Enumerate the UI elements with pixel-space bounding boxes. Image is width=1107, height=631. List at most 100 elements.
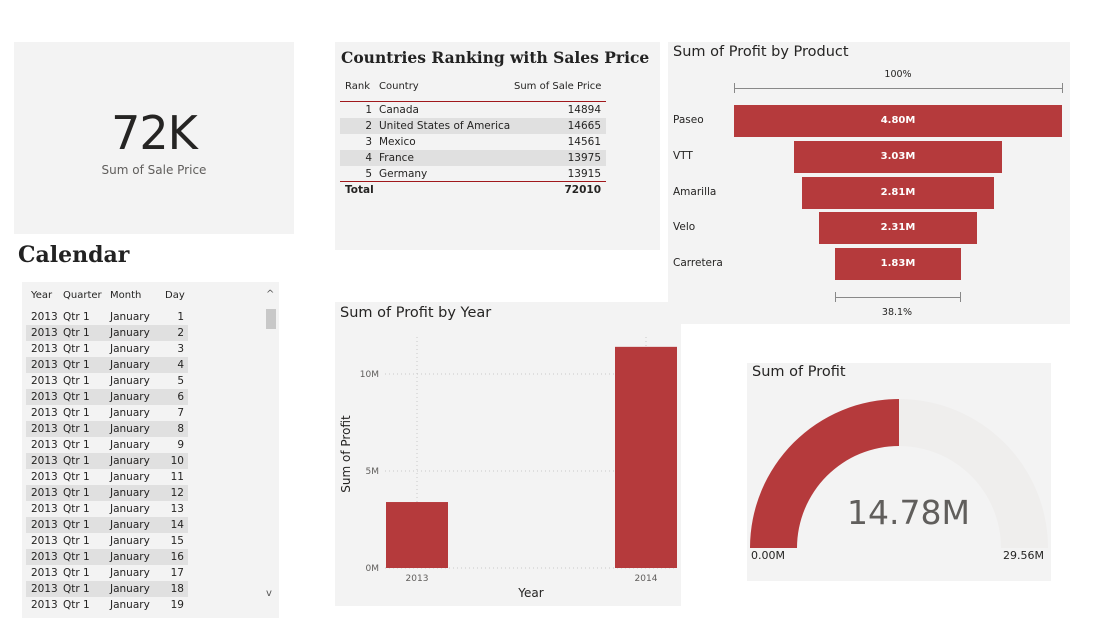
table-cell: Qtr 1 (63, 455, 90, 467)
table-row[interactable]: 2013 Qtr 1 January 18 (26, 581, 188, 597)
table-row[interactable]: 2013 Qtr 1 January 12 (26, 485, 188, 501)
funnel-bottom-bracket (835, 292, 961, 302)
table-cell: January (110, 327, 150, 339)
table-row[interactable]: 2013 Qtr 1 January 11 (26, 469, 188, 485)
table-row[interactable]: 2013 Qtr 1 January 3 (26, 341, 188, 357)
table-row[interactable]: 2013 Qtr 1 January 4 (26, 357, 188, 373)
funnel-category-label: Amarilla (673, 185, 717, 198)
table-row[interactable]: 5 Germany 13915 (340, 166, 606, 182)
table-cell: Qtr 1 (63, 311, 90, 323)
year-chart-plot: 0M 5M 10M 2013 2014 Year Sum of Profit (339, 337, 677, 600)
table-cell: 2013 (31, 439, 58, 451)
table-cell: Qtr 1 (63, 487, 90, 499)
table-cell: January (110, 519, 150, 531)
table-row[interactable]: 2013 Qtr 1 January 15 (26, 533, 188, 549)
table-cell: 12 (170, 487, 184, 499)
table-cell: 2013 (31, 535, 58, 547)
table-cell: Mexico (379, 136, 416, 148)
y-axis-label: Sum of Profit (339, 415, 353, 493)
table-cell: January (110, 487, 150, 499)
table-cell: 13975 (567, 152, 601, 164)
table-row[interactable]: 2013 Qtr 1 January 10 (26, 453, 188, 469)
table-cell: 2013 (31, 503, 58, 515)
table-row[interactable]: 2013 Qtr 1 January 9 (26, 437, 188, 453)
countries-ranking-table[interactable]: Countries Ranking with Sales Price Rank … (335, 42, 660, 250)
table-row[interactable]: 2013 Qtr 1 January 14 (26, 517, 188, 533)
table-row[interactable]: 3 Mexico 14561 (340, 134, 606, 150)
table-cell: January (110, 359, 150, 371)
table-cell: 14561 (567, 136, 601, 148)
table-cell: Canada (379, 104, 419, 116)
table-row[interactable]: 2013 Qtr 1 January 19 (26, 597, 188, 613)
table-cell: 5 (177, 375, 184, 387)
table-cell: Qtr 1 (63, 391, 90, 403)
table-row[interactable]: 1 Canada 14894 (340, 102, 606, 118)
table-cell: January (110, 423, 150, 435)
table-cell: 18 (170, 583, 184, 595)
table-row[interactable]: 2013 Qtr 1 January 6 (26, 389, 188, 405)
x-tick-label: 2013 (406, 574, 429, 584)
table-row[interactable]: 2013 Qtr 1 January 13 (26, 501, 188, 517)
funnel-bar[interactable]: 2.31M (819, 212, 977, 245)
funnel-bar[interactable]: 1.83M (835, 248, 961, 281)
column-header-day[interactable]: Day (165, 290, 185, 301)
scroll-down-icon[interactable]: v (266, 588, 272, 599)
header-divider (340, 101, 606, 102)
column-header-month[interactable]: Month (110, 290, 142, 301)
table-cell: 2013 (31, 423, 58, 435)
column-header-rank[interactable]: Rank (345, 81, 370, 92)
table-cell: 2013 (31, 471, 58, 483)
column-header-quarter[interactable]: Quarter (63, 290, 102, 301)
table-cell: France (379, 152, 414, 164)
sum-of-profit-gauge[interactable]: Sum of Profit 14.78M 0.00M 29.56M (747, 363, 1051, 581)
table-cell: 2013 (31, 375, 58, 387)
profit-by-product-funnel[interactable]: Sum of Profit by Product 100% Paseo 4.80M… (668, 42, 1070, 324)
total-value: 72010 (564, 184, 601, 196)
funnel-bar[interactable]: 3.03M (794, 140, 1002, 173)
table-row[interactable]: 2013 Qtr 1 January 16 (26, 549, 188, 565)
table-cell: 3 (177, 343, 184, 355)
total-label: Total (345, 184, 374, 196)
table-cell: January (110, 551, 150, 563)
year-bar[interactable] (615, 346, 677, 568)
table-cell: 2 (365, 120, 372, 132)
profit-by-year-chart[interactable]: Sum of Profit by Year 0M 5M 10M 2013 2014 Yea… (335, 302, 681, 606)
x-tick-label: 2014 (635, 574, 658, 584)
funnel-bar[interactable]: 4.80M (734, 105, 1062, 137)
table-cell: January (110, 599, 150, 611)
table-cell: 2 (177, 327, 184, 339)
table-cell: January (110, 567, 150, 579)
year-bar[interactable] (386, 502, 448, 568)
year-chart-title: Sum of Profit by Year (340, 305, 492, 321)
table-row[interactable]: 2 United States of America 14665 (340, 118, 606, 134)
table-cell: Qtr 1 (63, 359, 90, 371)
y-tick-label: 10M (360, 370, 379, 380)
table-row[interactable]: 2013 Qtr 1 January 8 (26, 421, 188, 437)
calendar-table[interactable]: Year Quarter Month Day 2013 Qtr 1 January 1… (22, 282, 279, 618)
table-cell: January (110, 583, 150, 595)
table-cell: Qtr 1 (63, 599, 90, 611)
table-cell: 14665 (567, 120, 601, 132)
table-row[interactable]: 2013 Qtr 1 January 1 (26, 309, 188, 325)
funnel-category-label: VTT (673, 149, 693, 162)
table-cell: Qtr 1 (63, 535, 90, 547)
scrollbar-thumb[interactable] (266, 309, 276, 329)
table-cell: 2013 (31, 519, 58, 531)
table-cell: Qtr 1 (63, 503, 90, 515)
column-header-country[interactable]: Country (379, 81, 419, 92)
table-cell: Qtr 1 (63, 439, 90, 451)
funnel-bar[interactable]: 2.81M (801, 176, 994, 209)
table-row[interactable]: 2013 Qtr 1 January 17 (26, 565, 188, 581)
table-row[interactable]: 2013 Qtr 1 January 2 (26, 325, 188, 341)
column-header-sale-price[interactable]: Sum of Sale Price (514, 81, 602, 92)
kpi-card[interactable]: 72K Sum of Sale Price (14, 42, 294, 234)
table-row[interactable]: 2013 Qtr 1 January 7 (26, 405, 188, 421)
table-cell: January (110, 455, 150, 467)
table-row[interactable]: 2013 Qtr 1 January 5 (26, 373, 188, 389)
table-row[interactable]: 4 France 13975 (340, 150, 606, 166)
table-cell: January (110, 407, 150, 419)
column-header-year[interactable]: Year (31, 290, 53, 301)
table-cell: January (110, 471, 150, 483)
table-cell: Qtr 1 (63, 519, 90, 531)
scroll-up-icon[interactable]: ^ (266, 289, 275, 300)
